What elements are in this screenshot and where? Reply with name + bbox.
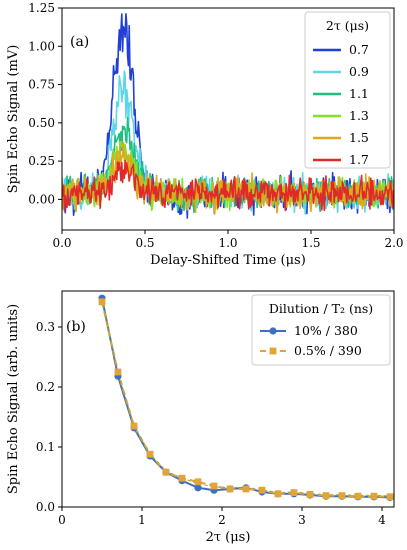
legend-entry: 1.3: [349, 108, 369, 123]
legend-entry: 1.7: [349, 152, 369, 167]
y-tick-label: 0.1: [36, 440, 55, 454]
legend-box: [251, 294, 391, 366]
legend-entry: 1.1: [349, 86, 369, 101]
legend-marker: [269, 347, 277, 355]
legend: 2τ (μs) 0.7 0.9 1.1 1.3 1.5 1.7: [304, 11, 391, 169]
y-tick-label: 0.50: [28, 116, 55, 130]
plot-frame: [61, 7, 395, 231]
legend-title: 2τ (μs): [326, 18, 369, 33]
data-point-square: [194, 478, 202, 486]
legend: Dilution / T₂ (ns) 10% / 380 0.5% / 390: [251, 294, 391, 366]
data-point-square: [322, 492, 330, 499]
data-point-square: [306, 491, 314, 498]
x-tick-label: 1: [138, 513, 146, 527]
x-tick-label: 0: [58, 513, 66, 527]
data-point-square: [210, 482, 218, 490]
x-tick-label: 0.5: [135, 236, 154, 250]
data-point-square: [258, 486, 266, 494]
legend-entry: 0.5% / 390: [294, 343, 362, 358]
x-tick-label: 0.0: [52, 236, 71, 250]
data-point-square: [386, 493, 394, 501]
series-line-1.5: [62, 141, 394, 215]
panel-label: (a): [70, 34, 89, 50]
data-point-square: [274, 490, 282, 498]
data-point-square: [226, 485, 234, 493]
panel-a: 0.0 0.5 1.0 1.5 2.0 0.00 0.25 0.50 0.75 1.00 1.25 D…: [6, 1, 404, 268]
data-point-square: [98, 298, 106, 306]
legend-box: [304, 11, 391, 169]
x-tick-label: 3: [298, 513, 306, 527]
data-point-square: [114, 368, 122, 376]
legend-entry: 0.9: [349, 64, 369, 79]
y-axis-label: Spin Echo Signal (arb. units): [6, 304, 21, 494]
data-point-square: [130, 422, 138, 430]
data-point-square: [354, 492, 362, 500]
y-tick-label: 1.25: [28, 1, 55, 15]
legend-title: Dilution / T₂ (ns): [269, 301, 373, 316]
x-tick-label: 2: [218, 513, 226, 527]
legend-entry: 1.5: [349, 130, 369, 145]
legend-entry: 10% / 380: [294, 323, 358, 338]
x-tick-label: 4: [378, 513, 386, 527]
y-tick-label: 0.0: [36, 500, 55, 514]
plot-frame: [61, 290, 395, 508]
legend-entry: 0.7: [349, 42, 369, 57]
y-tick-label: 0.25: [28, 154, 55, 168]
y-tick-label: 0.3: [36, 320, 55, 334]
x-axis-label: Delay-Shifted Time (μs): [150, 253, 306, 268]
data-point-circle: [194, 484, 202, 492]
panel-label: (b): [66, 319, 86, 335]
x-tick-label: 1.0: [218, 236, 237, 250]
x-axis-label: 2τ (μs): [206, 530, 251, 545]
y-tick-label: 1.00: [28, 39, 55, 53]
y-tick-label: 0.75: [28, 78, 55, 92]
data-point-square: [178, 474, 186, 482]
y-tick-label: 0.00: [28, 192, 55, 206]
series-line-1.7: [62, 159, 394, 212]
panel-b: 0 1 2 3 4 0.0 0.1 0.2 0.3 2τ (μs) Spin Echo Signal…: [6, 290, 395, 545]
data-point-square: [290, 489, 298, 496]
series-group: [62, 13, 394, 219]
data-point-square: [162, 468, 170, 476]
y-axis-label: Spin Echo Signal (mV): [6, 45, 21, 194]
x-tick-label: 1.5: [301, 236, 320, 250]
x-tick-label: 2.0: [384, 236, 403, 250]
data-point-square: [370, 492, 378, 500]
data-point-square: [146, 450, 154, 458]
data-point-square: [338, 492, 346, 499]
legend-marker: [269, 327, 277, 335]
y-tick-label: 0.2: [36, 380, 55, 394]
data-point-square: [242, 485, 250, 493]
